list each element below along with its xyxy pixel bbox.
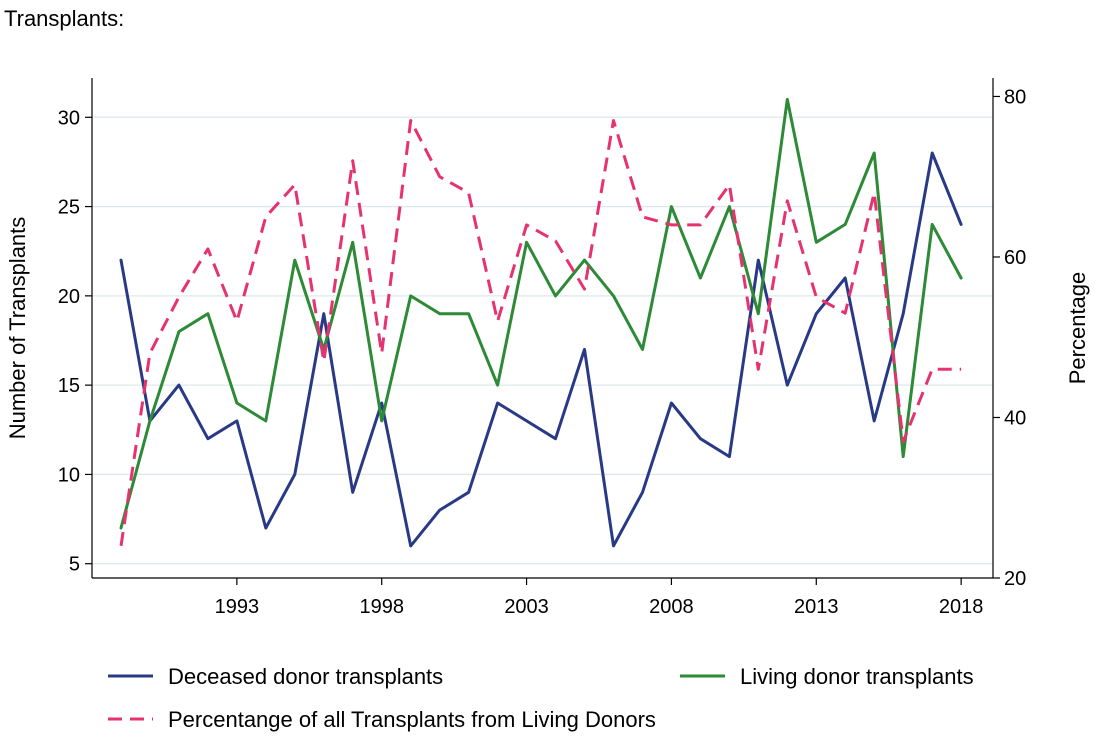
x-tick-label-2013: 2013 xyxy=(794,596,839,618)
legend: Deceased donor transplants Living donor … xyxy=(108,664,974,732)
y-right-tick-label-20: 20 xyxy=(1004,568,1026,590)
x-tick-label-2018: 2018 xyxy=(939,596,984,618)
legend-label-deceased: Deceased donor transplants xyxy=(168,664,443,689)
y-left-tick-label-25: 25 xyxy=(58,197,80,219)
x-tick-label-2008: 2008 xyxy=(649,596,694,618)
x-tick-label-1998: 1998 xyxy=(359,596,404,618)
y-right-axis-title: Percentage xyxy=(1065,272,1090,385)
x-tick-label-2003: 2003 xyxy=(504,596,549,618)
chart-header-title: Transplants: xyxy=(4,6,125,31)
series xyxy=(119,97,963,548)
legend-label-living: Living donor transplants xyxy=(740,664,974,689)
series-line-living xyxy=(119,97,963,530)
ticks: 5 10 15 20 25 30 20 40 60 80 1993 1998 2003 2008 2013 2… xyxy=(58,86,1027,618)
y-right-tick-label-60: 60 xyxy=(1004,247,1026,269)
y-left-tick-label-20: 20 xyxy=(58,286,80,308)
grid-lines xyxy=(92,116,993,565)
axes xyxy=(91,78,994,579)
y-left-axis-title: Number of Transplants xyxy=(5,217,30,440)
series-line-percentage xyxy=(119,119,962,547)
x-tick-label-1993: 1993 xyxy=(215,596,260,618)
series-line-deceased xyxy=(119,151,963,548)
y-left-tick-label-15: 15 xyxy=(58,375,80,397)
y-left-tick-label-30: 30 xyxy=(58,107,80,129)
legend-label-percentage: Percentange of all Transplants from Livi… xyxy=(168,707,656,732)
y-right-tick-label-40: 40 xyxy=(1004,407,1026,429)
y-left-tick-label-10: 10 xyxy=(58,464,80,486)
y-left-tick-label-5: 5 xyxy=(69,554,80,576)
y-right-tick-label-80: 80 xyxy=(1004,86,1026,108)
